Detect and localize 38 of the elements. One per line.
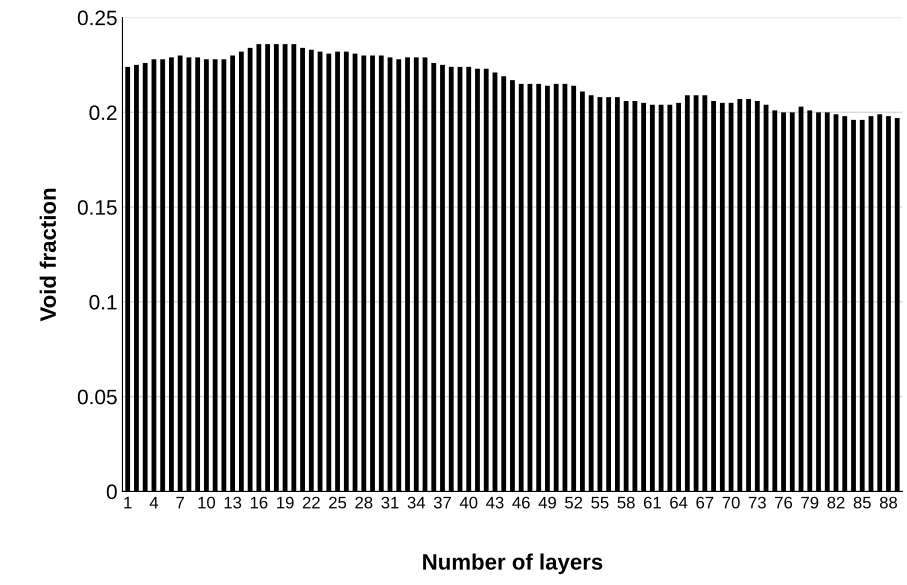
x-tick-label: 67 xyxy=(696,496,714,509)
x-tick-label: 4 xyxy=(150,496,158,508)
x-tick-label: 37 xyxy=(434,496,451,509)
x-tick-label: 34 xyxy=(408,496,426,509)
y-tick-label: 0 xyxy=(106,484,117,500)
x-tick-label: 1 xyxy=(124,496,132,508)
x-tick-label: 73 xyxy=(748,496,766,509)
x-tick-label: 22 xyxy=(302,496,320,508)
x-tick-label: 70 xyxy=(722,496,740,509)
x-axis-title: Number of layers xyxy=(423,553,602,574)
x-tick-label: 7 xyxy=(176,496,184,508)
y-tick-label: 0.05 xyxy=(78,390,117,404)
x-tick-label: 16 xyxy=(250,496,268,509)
x-tick-label: 76 xyxy=(775,496,792,509)
x-tick-label: 43 xyxy=(486,496,504,509)
x-tick-label: 52 xyxy=(565,496,582,509)
x-tick-label: 28 xyxy=(355,496,372,509)
x-tick-label: 49 xyxy=(538,496,556,509)
x-tick-label: 55 xyxy=(591,496,608,509)
x-tick-label: 19 xyxy=(277,496,294,509)
x-tick-label: 82 xyxy=(827,496,844,509)
y-axis-title: Void fraction xyxy=(40,188,56,322)
x-tick-label: 31 xyxy=(381,496,398,509)
x-tick-label: 58 xyxy=(618,496,635,509)
x-tick-label: 25 xyxy=(329,496,346,509)
x-tick-label: 79 xyxy=(801,496,818,509)
x-tick-label: 88 xyxy=(880,496,898,509)
x-tick-label: 10 xyxy=(198,496,216,509)
x-tick-label: 85 xyxy=(854,496,871,509)
y-tick-label: 0.2 xyxy=(89,105,117,120)
x-tick-label: 61 xyxy=(644,496,661,509)
x-tick-label: 46 xyxy=(512,496,530,509)
y-tick-label: 0.1 xyxy=(89,294,117,310)
x-tick-label: 40 xyxy=(460,496,478,509)
x-tick-label: 13 xyxy=(224,496,242,509)
x-tick-label: 64 xyxy=(670,496,688,509)
y-tick-label: 0.15 xyxy=(78,200,117,215)
y-tick-label: 0.25 xyxy=(78,10,117,26)
